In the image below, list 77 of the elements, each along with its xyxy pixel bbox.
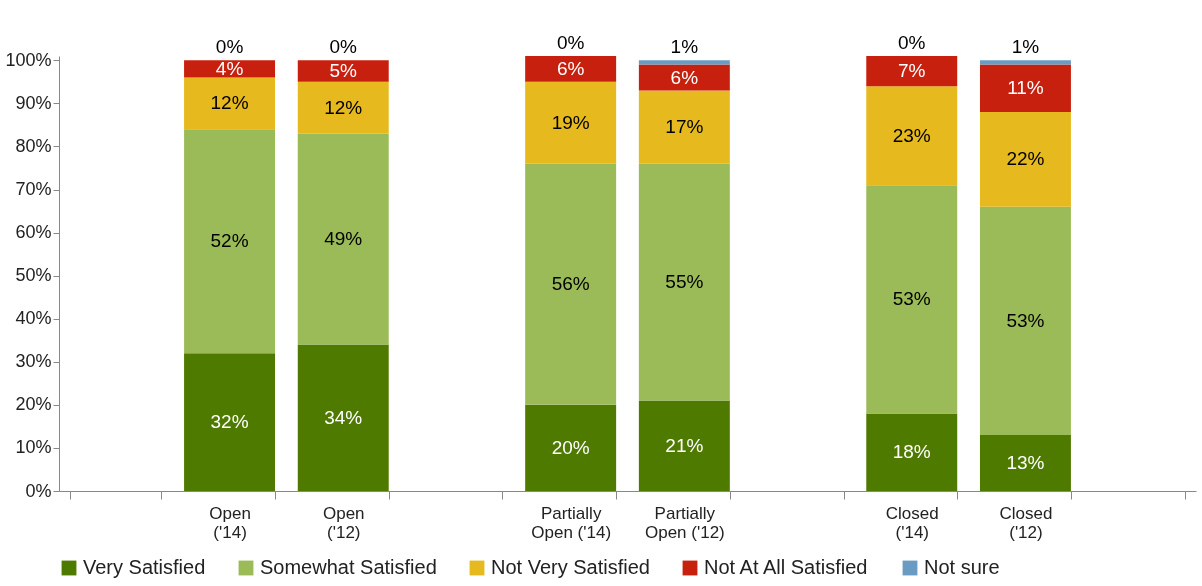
data-label: 0%	[898, 32, 926, 53]
bar	[525, 404, 617, 491]
data-label: 53%	[1006, 309, 1045, 331]
data-label: 49%	[324, 228, 363, 250]
legend-label: Not At All Satisfied	[704, 556, 868, 578]
bar	[297, 344, 389, 491]
x-tick-label: Open ('12)	[322, 503, 365, 542]
data-label: 19%	[551, 111, 590, 133]
data-label: 11%	[1007, 77, 1044, 99]
y-tick-label: 50%	[15, 265, 52, 286]
bar	[866, 86, 958, 186]
bar	[525, 56, 617, 82]
bar	[184, 129, 276, 354]
bar	[638, 163, 730, 401]
data-label: 6%	[556, 57, 585, 79]
legend-label: Not sure	[924, 556, 1000, 578]
data-label: 0%	[556, 32, 585, 53]
y-tick-label: 20%	[15, 394, 52, 415]
legend-label: Somewhat Satisfied	[260, 556, 437, 578]
data-label: 0%	[215, 36, 244, 58]
x-tick-label: Partially Open ('14)	[531, 503, 612, 542]
x-tick-label: Closed ('12)	[999, 503, 1053, 542]
bar	[525, 163, 617, 405]
bar	[638, 400, 730, 491]
bar	[184, 77, 276, 130]
data-label: 21%	[665, 434, 704, 456]
y-tick-label: 80%	[15, 135, 52, 156]
bar	[979, 435, 1071, 491]
y-tick-label: 0%	[25, 480, 52, 501]
data-label: 56%	[551, 273, 590, 295]
data-label: 53%	[892, 288, 931, 310]
bar	[297, 133, 389, 345]
bar	[184, 353, 276, 491]
data-label: 1%	[670, 36, 699, 58]
data-label: 23%	[892, 124, 931, 146]
data-label: 5%	[329, 60, 358, 82]
x-tick-label: Open ('14)	[209, 503, 251, 542]
data-label: 4%	[215, 57, 244, 79]
bar	[638, 60, 730, 65]
y-tick-label: 40%	[15, 308, 52, 329]
bar	[184, 60, 276, 78]
bar	[979, 64, 1071, 112]
bar	[866, 56, 958, 87]
data-label: 20%	[551, 436, 590, 458]
data-label: 12%	[210, 92, 249, 114]
data-label: 22%	[1006, 148, 1045, 170]
bar	[638, 90, 730, 164]
y-tick-label: 100%	[5, 49, 52, 70]
bar	[297, 60, 389, 82]
data-label: 0%	[329, 36, 358, 58]
legend-label: Very Satisfied	[83, 556, 206, 578]
bar	[297, 81, 389, 134]
data-label: 12%	[324, 96, 363, 118]
data-label: 1%	[1011, 36, 1040, 58]
y-tick-label: 30%	[15, 351, 52, 372]
bar	[979, 60, 1071, 65]
data-label: 17%	[665, 116, 704, 138]
data-label: 6%	[670, 66, 699, 88]
bar	[866, 185, 958, 414]
legend-label: Not Very Satisfied	[491, 556, 650, 578]
data-label: 34%	[324, 406, 363, 428]
data-label: 55%	[665, 271, 704, 293]
bar	[979, 206, 1071, 436]
data-label: 18%	[892, 441, 931, 463]
bar	[979, 111, 1071, 207]
y-tick-label: 60%	[15, 222, 52, 243]
bar	[525, 81, 617, 164]
data-label: 52%	[210, 230, 249, 252]
y-tick-label: 70%	[15, 179, 52, 200]
data-label: 7%	[898, 60, 926, 82]
data-label: 13%	[1006, 452, 1045, 473]
y-tick-label: 10%	[15, 437, 52, 458]
y-tick-label: 90%	[15, 92, 52, 113]
x-tick-label: Closed ('14)	[885, 503, 939, 542]
data-label: 32%	[210, 411, 249, 433]
bar	[866, 413, 958, 491]
x-tick-label: Partially Open ('12)	[644, 503, 725, 542]
